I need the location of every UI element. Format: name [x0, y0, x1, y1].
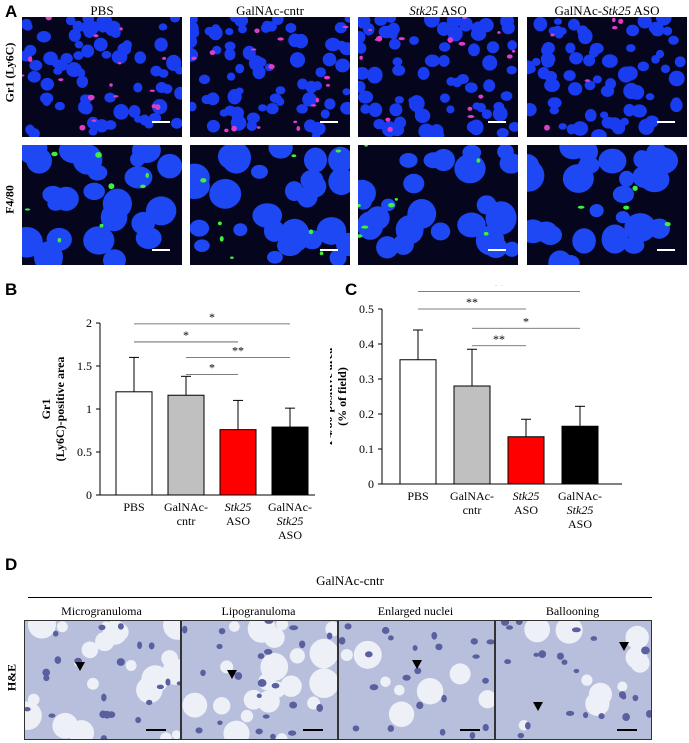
- y-tick-label: 1.5: [77, 359, 92, 373]
- arrowhead-marker: [619, 642, 629, 651]
- row-label-f480: F4/80: [2, 185, 17, 214]
- y-tick-label: 0: [368, 477, 374, 491]
- y-tick-label: 0: [86, 488, 92, 502]
- f480-micrograph-stk25-aso: [358, 145, 518, 265]
- scale-bar: [303, 729, 323, 731]
- category-label: Stk25: [225, 500, 252, 514]
- significance-star: *: [183, 328, 189, 342]
- y-tick-label: 0.5: [359, 302, 374, 316]
- bar: [507, 436, 545, 485]
- bar: [167, 394, 205, 496]
- category-label: ASO: [568, 517, 592, 531]
- category-label: GalNAc-: [164, 500, 208, 514]
- arrowhead-marker: [412, 660, 422, 669]
- he-micrograph-lipogranuloma: [181, 620, 338, 740]
- significance-star: **: [466, 295, 478, 309]
- scale-bar: [488, 121, 506, 123]
- significance-star: **: [493, 332, 505, 346]
- arrowhead-marker: [227, 670, 237, 679]
- stk25-italic: Stk25: [409, 3, 439, 18]
- y-tick-label: 0.5: [77, 445, 92, 459]
- scale-bar: [320, 121, 338, 123]
- he-micrograph-ballooning: [495, 620, 652, 740]
- category-label: PBS: [123, 500, 144, 514]
- arrowhead-marker: [75, 662, 85, 671]
- he-title-enlarged-nuclei: Enlarged nuclei: [377, 604, 454, 618]
- stk25-italic: Stk25: [602, 3, 631, 18]
- he-title-microgranuloma: Microgranuloma: [61, 604, 142, 618]
- he-micrograph-microgranuloma: [24, 620, 181, 740]
- he-title-ballooning: Ballooning: [545, 604, 600, 618]
- y-axis-label: F4/80-positive area(% of field): [330, 348, 349, 445]
- category-label: ASO: [226, 514, 250, 528]
- y-tick-label: 0.1: [359, 442, 374, 456]
- panel-d-letter: D: [5, 555, 18, 574]
- he-micrograph-enlarged-nuclei: [338, 620, 495, 740]
- col-title-galnac-stk25-aso: GalNAc-Stk25 ASO: [554, 3, 660, 18]
- gr1-micrograph-pbs: [22, 17, 182, 137]
- bar: [399, 359, 437, 485]
- y-tick-label: 1: [86, 402, 92, 416]
- bar: [115, 391, 153, 496]
- category-label: PBS: [407, 489, 428, 503]
- significance-star: *: [209, 310, 215, 324]
- scale-bar: [152, 249, 170, 251]
- gr1-micrograph-galnac-cntr: [190, 17, 350, 137]
- scale-bar: [152, 121, 170, 123]
- y-tick-label: 2: [86, 316, 92, 330]
- scale-bar: [617, 729, 637, 731]
- col-title-galnac-cntr: GalNAc-cntr: [236, 3, 304, 18]
- scale-bar: [146, 729, 166, 731]
- scale-bar: [488, 249, 506, 251]
- bar: [219, 429, 257, 496]
- significance-star: **: [232, 343, 244, 357]
- category-label: cntr: [463, 503, 482, 517]
- f480-micrograph-galnac-stk25-aso: [527, 145, 687, 265]
- category-label: Stk25: [513, 489, 540, 503]
- y-axis-label: Gr1(Ly6C)-positive area: [39, 357, 67, 462]
- significance-star: *: [209, 361, 215, 375]
- row-label-gr1: Gr1 (Ly6C): [2, 42, 17, 103]
- scale-bar: [657, 121, 675, 123]
- category-label: GalNAc-: [268, 500, 312, 514]
- category-label: cntr: [177, 514, 196, 528]
- category-label: GalNAc-: [558, 489, 602, 503]
- category-label: Stk25: [567, 503, 594, 517]
- y-tick-label: 0.4: [359, 337, 374, 351]
- scale-bar: [460, 729, 480, 731]
- panel-b-letter: B: [5, 280, 18, 299]
- significance-star: *: [523, 314, 529, 328]
- f480-micrograph-pbs: [22, 145, 182, 265]
- category-label: GalNAc-: [450, 489, 494, 503]
- chart-b: 0 0.5 1 1.5 2 Gr1(Ly6C)-positive area PBS GalNA…: [39, 310, 315, 542]
- panel-d-group-title: GalNAc-cntr: [316, 573, 384, 588]
- scale-bar: [320, 249, 338, 251]
- col-title-pbs: PBS: [90, 3, 114, 18]
- panel-a-letter: A: [5, 2, 18, 21]
- y-tick-label: 0.3: [359, 372, 374, 386]
- col-title-stk25-aso: Stk25 ASO: [409, 3, 467, 18]
- gr1-micrograph-galnac-stk25-aso: [527, 17, 687, 137]
- bar: [453, 385, 491, 485]
- panel-c-letter: C: [345, 280, 358, 299]
- f480-micrograph-galnac-cntr: [190, 145, 350, 265]
- category-label: ASO: [514, 503, 538, 517]
- category-label: Stk25: [277, 514, 304, 528]
- y-tick-label: 0.2: [359, 407, 374, 421]
- category-label: ASO: [278, 528, 302, 542]
- arrowhead-marker: [533, 702, 543, 711]
- bar: [561, 425, 599, 485]
- scale-bar: [657, 249, 675, 251]
- chart-c: 0 0.1 0.2 0.3 0.4 0.5 F4/80-positive area(% of…: [330, 285, 622, 531]
- panel-d-divider: [28, 597, 652, 598]
- gr1-micrograph-stk25-aso: [358, 17, 518, 137]
- he-title-lipogranuloma: Lipogranuloma: [221, 604, 296, 618]
- bar: [271, 426, 309, 496]
- significance-star: **: [493, 285, 505, 292]
- row-label-he: H&E: [4, 663, 19, 692]
